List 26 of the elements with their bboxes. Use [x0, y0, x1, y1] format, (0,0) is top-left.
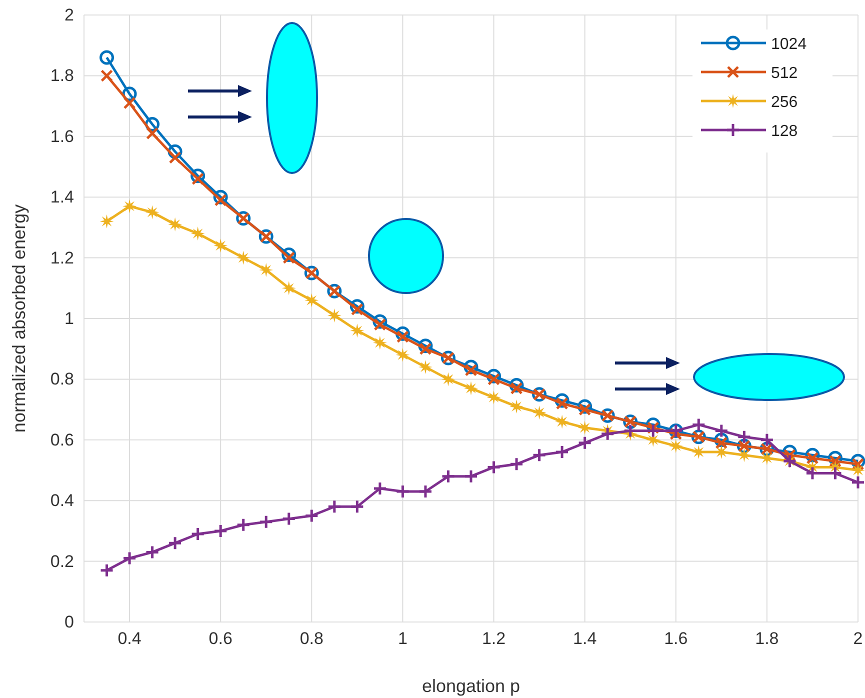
x-tick-label: 0.8: [300, 629, 324, 648]
legend-label: 128: [771, 123, 798, 140]
y-tick-label: 0.8: [50, 370, 74, 389]
x-tick-label: 1: [398, 629, 408, 648]
y-tick-label: 0.6: [50, 430, 74, 450]
legend-label: 512: [771, 65, 798, 82]
x-tick-label: 2: [853, 629, 863, 648]
y-tick-label: 1: [64, 308, 74, 328]
y-tick-label: 2: [64, 5, 74, 24]
x-tick-label: 1.8: [755, 629, 779, 648]
y-tick-label: 1.2: [50, 248, 74, 268]
x-tick-label: 1.2: [482, 629, 506, 648]
x-tick-label: 0.4: [118, 629, 142, 648]
x-tick-label: 0.6: [208, 629, 232, 648]
x-tick-label: 1.6: [664, 629, 688, 648]
legend-label: 1024: [771, 36, 807, 53]
y-tick-label: 0: [64, 612, 74, 632]
y-tick-label: 1.6: [50, 126, 74, 146]
y-tick-label: 1.4: [50, 188, 74, 207]
x-axis-title: elongation p: [422, 676, 520, 696]
legend-label: 256: [771, 94, 798, 111]
x-tick-label: 1.4: [573, 629, 597, 648]
y-tick-label: 1.8: [50, 66, 74, 86]
y-axis-title: normalized absorbed energy: [9, 204, 29, 433]
y-tick-label: 0.4: [50, 491, 74, 510]
y-tick-label: 0.2: [50, 552, 74, 571]
